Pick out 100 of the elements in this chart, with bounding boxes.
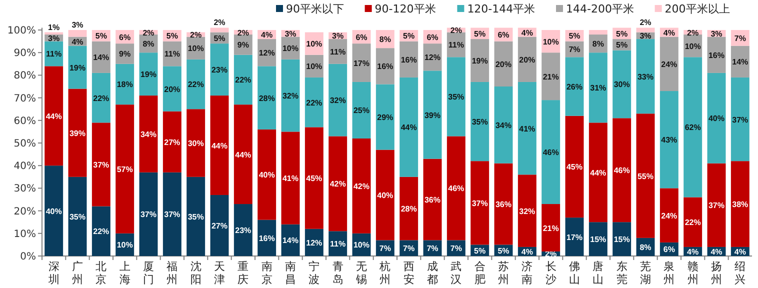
x-tick-label: 无锡 [355, 260, 367, 286]
data-label: 45% [566, 162, 583, 172]
data-label: 2% [450, 26, 462, 35]
bar [328, 64, 348, 136]
bar [376, 84, 394, 150]
data-label: 25% [353, 106, 370, 116]
bar [518, 36, 536, 82]
bar [542, 52, 560, 100]
y-tick-label: 20% [14, 206, 36, 218]
y-tick-label: 30% [14, 184, 36, 195]
data-label: 55% [637, 172, 654, 181]
bar [186, 176, 206, 256]
data-label: 29% [377, 113, 394, 122]
data-label: 24% [661, 60, 678, 69]
data-label: 2% [190, 30, 202, 40]
x-tick-label: 重庆 [238, 260, 249, 286]
data-label: 2% [640, 18, 652, 28]
data-label: 9% [237, 40, 249, 50]
bar [660, 36, 678, 92]
data-label: 17% [353, 58, 370, 68]
data-label: 37% [164, 210, 180, 220]
data-label: 4% [521, 247, 533, 256]
bar [684, 57, 702, 198]
data-label: 37% [140, 210, 157, 220]
data-label: 44% [235, 150, 252, 160]
bar [707, 163, 726, 247]
data-label: 8% [379, 35, 391, 44]
bar [730, 77, 750, 162]
bar [304, 77, 324, 128]
data-label: 35% [448, 92, 464, 102]
data-label: 20% [519, 55, 536, 64]
data-label: 16% [708, 50, 725, 60]
data-label: 4% [710, 247, 722, 256]
y-tick-label: 60% [14, 116, 36, 127]
legend-label: 90-120平米 [374, 2, 436, 16]
bar [730, 161, 750, 247]
x-tick-label: 芜湖 [640, 260, 651, 286]
x-tick-label: 赣州 [687, 260, 698, 286]
data-label: 5% [474, 29, 486, 38]
bar [44, 66, 64, 166]
bar [660, 188, 678, 242]
bar [210, 44, 229, 96]
data-label: 5% [568, 32, 580, 41]
bar [258, 129, 276, 220]
bar [588, 122, 608, 222]
data-label: 8% [142, 40, 154, 49]
bar [400, 41, 418, 78]
data-label: 7% [379, 244, 391, 254]
x-tick-label: 南京 [261, 260, 272, 286]
data-label: 8% [592, 40, 604, 49]
data-label: 16% [377, 62, 394, 72]
data-label: 45% [306, 174, 322, 184]
bar [139, 96, 158, 172]
data-label: 12% [258, 48, 275, 58]
data-label: 22% [93, 227, 110, 236]
x-tick-label: 苏州 [498, 260, 509, 286]
data-label: 3% [284, 29, 296, 38]
data-label: 22% [188, 80, 204, 90]
data-label: 31% [590, 84, 606, 93]
data-label: 34% [495, 120, 512, 130]
x-tick-label: 宁波 [308, 260, 320, 286]
bar [258, 66, 276, 130]
data-label: 11% [330, 47, 346, 56]
x-tick-label: 深圳 [47, 260, 60, 286]
bar [565, 218, 584, 256]
y-tick-label: 80% [14, 70, 36, 82]
bar [186, 109, 206, 177]
data-label: 5% [498, 246, 510, 256]
x-tick-label: 西安 [403, 260, 414, 286]
data-label: 11% [46, 50, 62, 59]
bar [494, 163, 513, 245]
bar [281, 59, 300, 132]
x-tick-label: 青岛 [332, 260, 344, 286]
data-label: 3% [640, 32, 652, 41]
x-tick-label: 上海 [119, 260, 130, 286]
bar [162, 66, 182, 112]
data-label: 14% [93, 53, 110, 62]
data-label: 22% [306, 98, 322, 108]
data-label: 10% [542, 37, 559, 46]
data-label: 7% [568, 45, 580, 54]
bar [494, 86, 513, 164]
data-label: 4% [72, 37, 84, 46]
x-tick-label: 扬州 [711, 260, 722, 286]
data-label: 12% [306, 238, 322, 248]
bar [92, 122, 110, 206]
data-label: 30% [188, 139, 204, 148]
x-tick-label: 泉州 [664, 260, 675, 286]
x-tick-label: 东莞 [616, 260, 628, 286]
data-label: 23% [235, 226, 252, 236]
legend-label: 144-200平米 [566, 2, 634, 16]
data-label: 35% [69, 212, 86, 222]
data-label: 44% [46, 112, 62, 121]
y-tick-label: 0% [20, 252, 36, 262]
data-label: 5% [616, 29, 628, 38]
data-label: 2% [142, 28, 154, 38]
data-label: 15% [614, 235, 630, 244]
data-label: 62% [684, 123, 701, 132]
y-tick-label: 90% [14, 48, 36, 60]
data-label: 32% [330, 96, 346, 106]
data-label: 23% [211, 66, 228, 75]
